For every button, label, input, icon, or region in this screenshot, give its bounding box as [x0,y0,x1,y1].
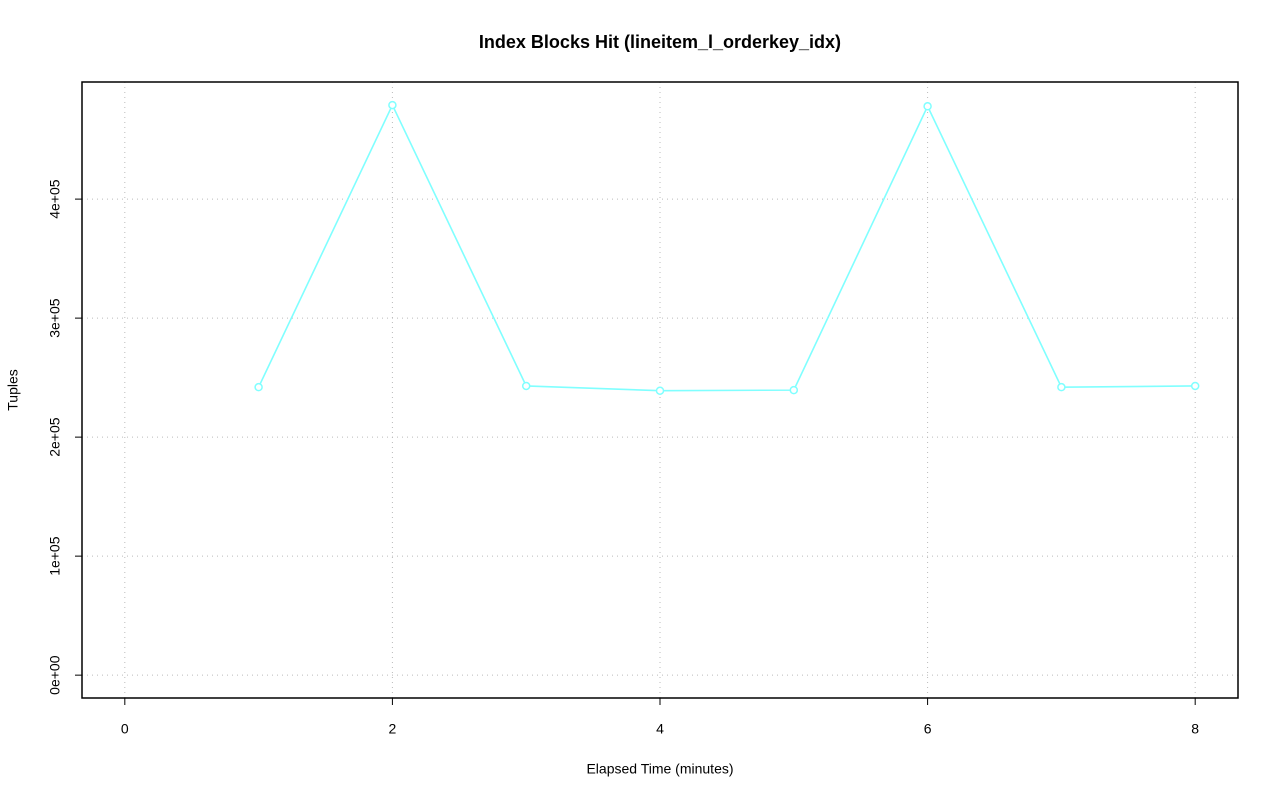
x-tick-label: 8 [1191,721,1199,737]
y-tick-label: 1e+05 [47,536,63,576]
y-tick-label: 0e+00 [47,655,63,695]
data-point [789,385,799,395]
data-point [521,381,531,391]
data-point [254,382,263,392]
y-tick-label: 2e+05 [47,417,63,457]
plot-frame [81,81,1239,699]
x-tick-label: 0 [121,721,129,737]
data-point [388,100,397,110]
x-tick-label: 6 [924,721,932,737]
data-point [923,102,932,111]
y-tick-label: 3e+05 [47,298,63,338]
data-point [1190,381,1200,391]
series-line [257,103,1196,392]
y-axis-label: Tuples [5,369,21,411]
data-point [655,386,665,395]
data-point [1057,382,1066,392]
y-tick-label: 4e+05 [47,179,63,219]
chart-title: Index Blocks Hit (lineitem_l_orderkey_id… [479,32,841,52]
x-axis-label: Elapsed Time (minutes) [586,761,733,777]
x-tick-label: 4 [656,721,664,737]
x-tick-label: 2 [389,721,397,737]
